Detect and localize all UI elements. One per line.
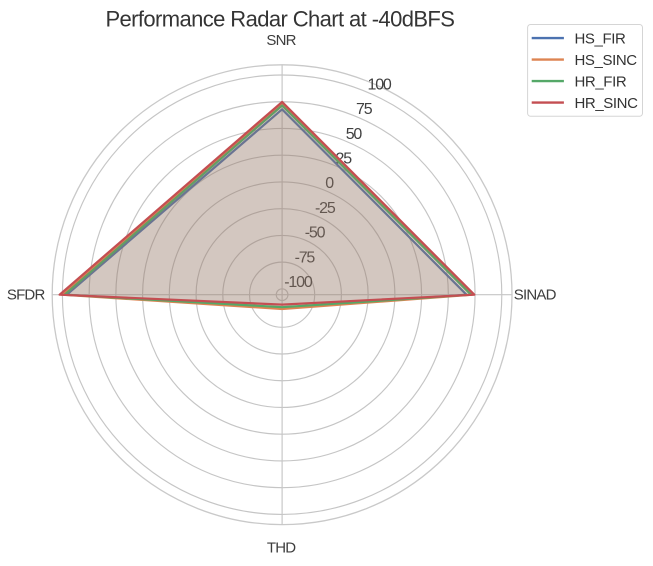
svg-text:-100: -100 <box>284 274 313 291</box>
svg-text:THD: THD <box>267 540 296 557</box>
svg-text:-75: -75 <box>295 249 316 266</box>
svg-text:-25: -25 <box>315 200 336 217</box>
svg-text:0: 0 <box>325 175 334 192</box>
svg-text:50: 50 <box>346 126 363 143</box>
svg-text:SFDR: SFDR <box>7 287 46 304</box>
svg-text:100: 100 <box>368 77 392 94</box>
svg-text:Performance Radar Chart at -40: Performance Radar Chart at -40dBFS <box>105 6 454 31</box>
svg-text:75: 75 <box>356 101 373 118</box>
svg-text:HS_FIR: HS_FIR <box>575 30 627 47</box>
svg-text:SINAD: SINAD <box>514 287 557 304</box>
svg-text:SNR: SNR <box>266 32 296 49</box>
svg-text:HR_FIR: HR_FIR <box>575 73 627 90</box>
svg-text:HS_SINC: HS_SINC <box>575 52 638 69</box>
svg-text:-50: -50 <box>305 225 326 242</box>
svg-text:HR_SINC: HR_SINC <box>575 95 639 112</box>
